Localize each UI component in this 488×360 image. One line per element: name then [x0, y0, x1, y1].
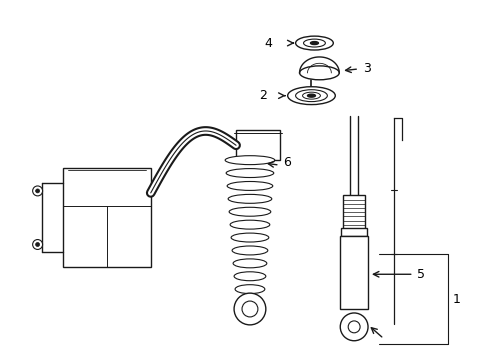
Circle shape: [340, 313, 367, 341]
Bar: [63, 168, 150, 267]
Text: 5: 5: [416, 268, 424, 281]
Circle shape: [347, 321, 359, 333]
Bar: [340, 235, 367, 309]
Ellipse shape: [299, 66, 339, 80]
Ellipse shape: [229, 207, 270, 216]
Bar: [341, 228, 366, 235]
Text: 2: 2: [259, 89, 266, 102]
Ellipse shape: [233, 259, 266, 268]
Ellipse shape: [235, 285, 264, 294]
Ellipse shape: [287, 87, 335, 105]
Circle shape: [33, 239, 42, 249]
Ellipse shape: [234, 272, 265, 281]
Ellipse shape: [303, 39, 325, 47]
Ellipse shape: [224, 156, 274, 165]
Circle shape: [33, 186, 42, 196]
Text: 6: 6: [282, 156, 290, 168]
Circle shape: [36, 189, 40, 193]
Ellipse shape: [231, 233, 268, 242]
Ellipse shape: [302, 92, 320, 99]
Ellipse shape: [295, 90, 326, 102]
Text: 3: 3: [362, 62, 370, 75]
Circle shape: [36, 243, 40, 247]
Bar: [236, 130, 279, 160]
Circle shape: [242, 301, 257, 317]
Ellipse shape: [295, 36, 333, 50]
Ellipse shape: [225, 168, 273, 177]
Bar: [343, 195, 365, 230]
Ellipse shape: [228, 194, 271, 203]
Circle shape: [234, 293, 265, 325]
Ellipse shape: [226, 181, 272, 190]
Text: 1: 1: [451, 293, 459, 306]
Ellipse shape: [307, 94, 315, 97]
Ellipse shape: [310, 41, 318, 45]
Text: 4: 4: [264, 37, 271, 50]
Ellipse shape: [232, 246, 267, 255]
Ellipse shape: [230, 220, 269, 229]
